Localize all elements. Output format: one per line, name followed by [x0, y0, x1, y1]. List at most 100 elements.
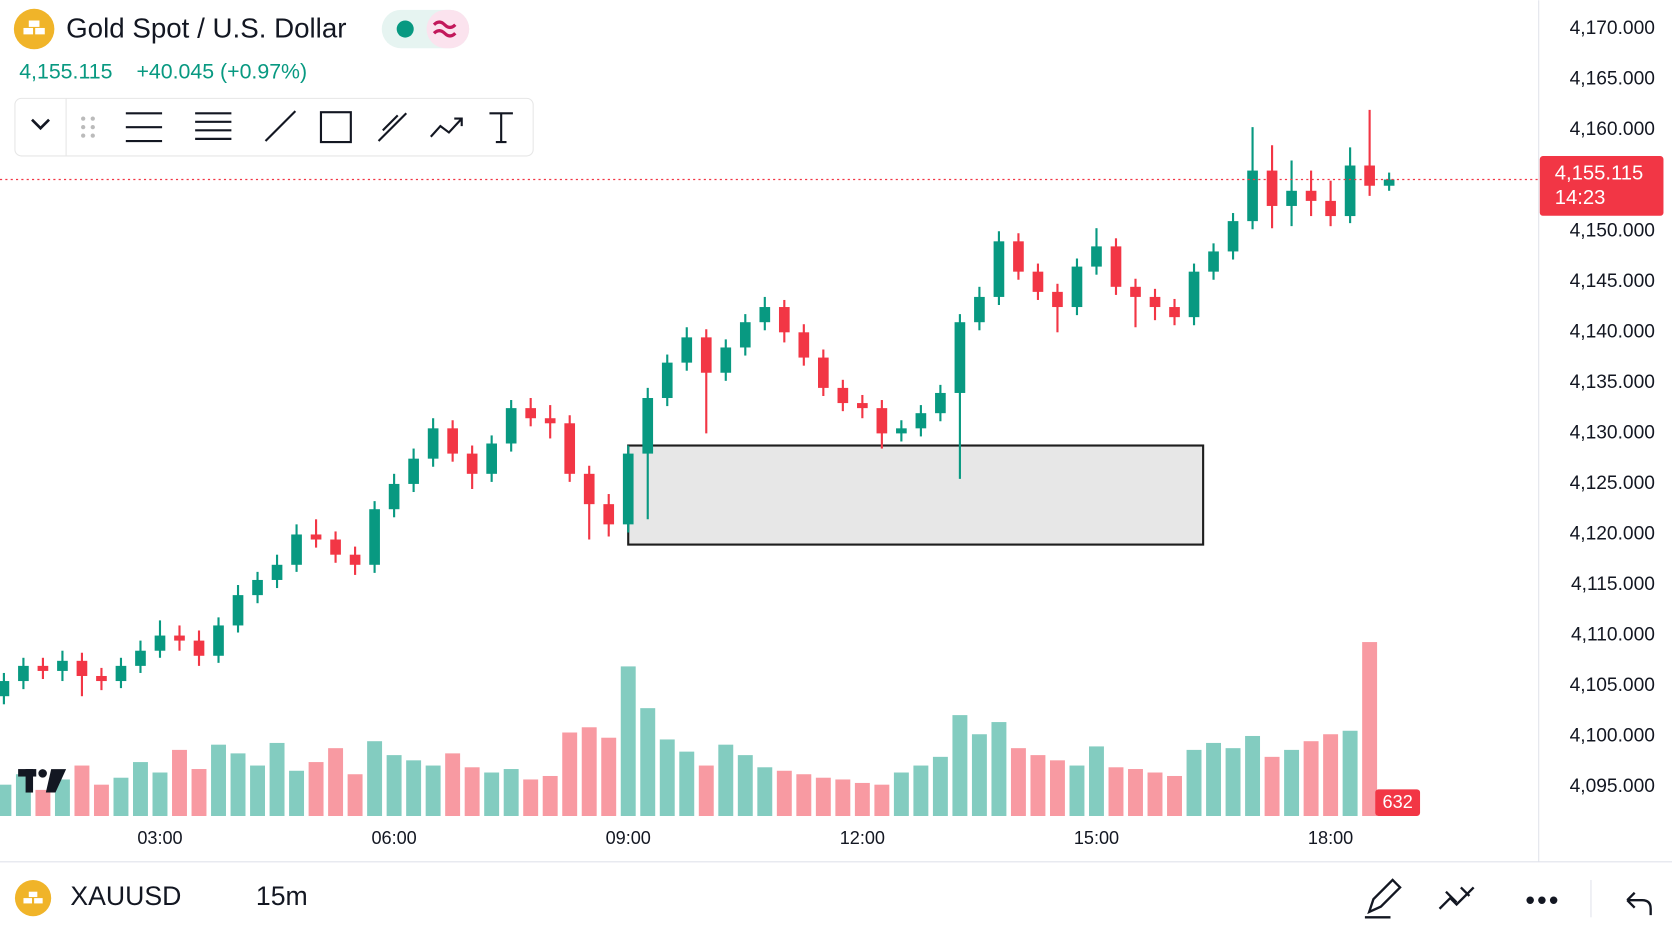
candle-body — [1266, 170, 1278, 206]
volume-bar — [991, 722, 1007, 816]
tv-logo — [18, 769, 67, 793]
toolbar-collapse[interactable] — [31, 118, 50, 131]
x-tick-label: 09:00 — [606, 828, 651, 848]
candle-body — [1344, 165, 1356, 217]
candle-body — [857, 403, 868, 409]
volume-bar — [796, 774, 812, 816]
candle-body — [0, 681, 10, 697]
candle-body — [720, 347, 732, 373]
candle-body — [1188, 271, 1200, 318]
volume-bar — [1128, 769, 1143, 816]
candle-body — [583, 473, 595, 505]
candle-body — [135, 650, 146, 666]
countdown-label: 14:23 — [1555, 187, 1606, 209]
candle-body — [525, 408, 537, 419]
tool-rectangle[interactable] — [319, 111, 352, 144]
rectangle-drawing — [627, 444, 1205, 546]
volume-bar — [562, 732, 578, 816]
y-tick-label: 4,135.000 — [1570, 372, 1655, 393]
y-tick-label: 4,105.000 — [1570, 675, 1655, 696]
volume-bar — [1167, 775, 1182, 816]
footer-logo — [14, 879, 52, 917]
volume-bar — [289, 770, 305, 816]
more-button[interactable] — [1526, 896, 1558, 904]
tool-lines[interactable] — [195, 112, 232, 140]
x-tick-label: 06:00 — [371, 828, 416, 848]
volume-bar — [133, 762, 148, 816]
candle-body — [778, 307, 790, 333]
footer-interval[interactable]: 15m — [256, 881, 308, 911]
y-tick-label: 4,165.000 — [1570, 69, 1655, 90]
candle-body — [447, 428, 458, 454]
candle-body — [1032, 271, 1044, 292]
volume-bar — [152, 772, 168, 816]
volume-bar — [1323, 734, 1339, 816]
volume-bar — [1245, 735, 1261, 816]
candle-body — [57, 660, 68, 671]
candle-body — [427, 428, 439, 459]
volume-bar — [640, 708, 656, 816]
volume-bar — [854, 782, 870, 816]
volume-bar — [835, 779, 851, 816]
candle-body — [213, 625, 224, 656]
tools-button[interactable] — [1438, 886, 1475, 910]
candle-body — [1364, 165, 1375, 186]
x-tick-label: 15:00 — [1074, 828, 1119, 848]
candle-body — [564, 423, 576, 474]
candle-body — [1286, 190, 1297, 206]
last-price: 4,155.115 — [19, 59, 112, 83]
x-tick-label: 18:00 — [1308, 828, 1353, 848]
plot — [0, 109, 1539, 816]
tool-trendline[interactable] — [264, 110, 297, 142]
volume-bar — [659, 739, 675, 816]
candle-body — [759, 307, 771, 323]
y-tick-label: 4,125.000 — [1570, 473, 1655, 494]
delayed-icon — [432, 20, 457, 38]
candle-body — [310, 534, 322, 540]
symbol-logo — [13, 8, 55, 50]
candle-body — [954, 322, 966, 393]
volume-bar — [718, 744, 734, 816]
tool-text[interactable] — [489, 112, 513, 144]
volume-bar — [1284, 749, 1300, 816]
tool-fib[interactable] — [125, 112, 163, 143]
candle-body — [486, 443, 497, 474]
candle-body — [115, 665, 127, 682]
y-tick-label: 4,140.000 — [1570, 321, 1655, 342]
y-tick-label: 4,170.000 — [1570, 18, 1655, 39]
y-tick-label: 4,110.000 — [1571, 625, 1655, 646]
candle-body — [935, 392, 946, 414]
volume-label: 632 — [1383, 792, 1413, 812]
candle-body — [739, 322, 751, 348]
candle-body — [876, 408, 888, 434]
y-tick-label: 4,120.000 — [1570, 524, 1655, 545]
volume-bar — [620, 666, 636, 816]
candle-body — [1052, 291, 1063, 308]
candle-body — [1130, 286, 1141, 297]
volume-bar — [1049, 760, 1065, 816]
x-tick-label: 12:00 — [840, 828, 885, 848]
y-tick-label: 4,130.000 — [1570, 422, 1655, 443]
candle-body — [76, 660, 88, 676]
volume-bar — [1010, 748, 1026, 816]
tool-path[interactable] — [430, 117, 463, 138]
candle-body — [700, 337, 712, 373]
undo-button[interactable] — [1626, 891, 1652, 916]
volume-bar — [425, 765, 441, 816]
candle-body — [661, 362, 673, 399]
volume-bar — [581, 727, 597, 816]
tool-channel[interactable] — [377, 112, 408, 142]
candle-body — [330, 539, 341, 555]
candle-body — [915, 413, 927, 429]
candle-body — [37, 665, 49, 671]
volume-bar — [523, 779, 539, 816]
candle-body — [349, 554, 361, 565]
draw-button[interactable] — [1364, 878, 1402, 919]
volume-bar — [1225, 748, 1241, 816]
volume-bar — [93, 784, 109, 816]
candle-body — [1149, 296, 1161, 308]
last-price-badge — [1539, 156, 1664, 216]
footer-symbol[interactable]: XAUUSD — [70, 881, 181, 911]
volume-bar — [601, 737, 617, 816]
